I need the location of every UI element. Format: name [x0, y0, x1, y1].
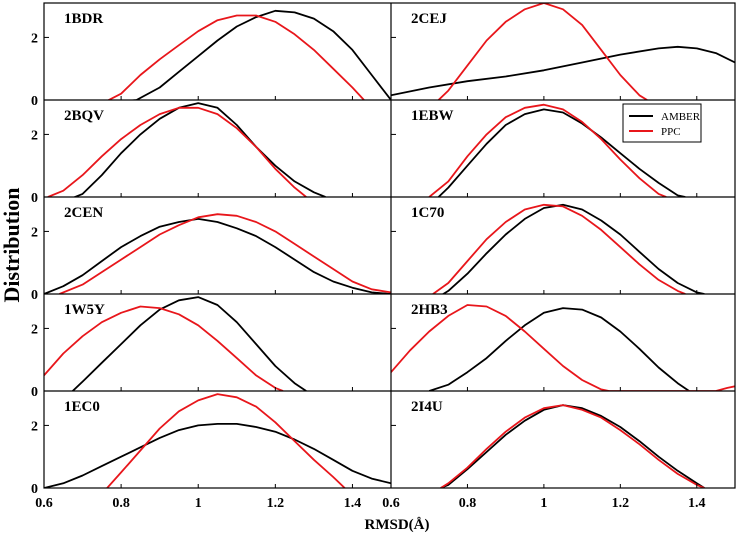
series-line-ppc-2bqv [47, 106, 307, 197]
series-line-amber-2cej [391, 45, 735, 97]
series-line-amber-2cen [44, 218, 391, 294]
x-tick-label: 1.2 [267, 496, 285, 511]
panel-2hb3: 2HB3 [390, 302, 735, 392]
y-tick-label: 0 [31, 288, 38, 303]
y-tick-label: 2 [31, 225, 38, 240]
series-line-ppc-1w5y [44, 305, 284, 391]
panel-label: 2CEN [64, 205, 103, 221]
series-line-amber-1bdr [126, 9, 391, 100]
x-tick-label: 0.6 [35, 496, 53, 511]
plot-frame [43, 2, 736, 489]
y-tick-label: 2 [31, 31, 38, 46]
series-line-ppc-2cen [59, 213, 391, 294]
x-axis-title: RMSD(Å) [365, 517, 430, 533]
series-line-ppc-2cej [437, 3, 648, 100]
x-tick-label: 0.8 [112, 496, 130, 511]
series-line-amber-1c70 [441, 203, 705, 294]
x-tick-label: 1 [195, 496, 202, 511]
axes-layer: 0.6 0.8 1 1.2 1.4 0.6 0.8 1 1.2 1.4 [35, 2, 736, 511]
panel-1ec0: 1EC0 0 2 [31, 393, 391, 497]
panel-label: 2HB3 [411, 302, 448, 318]
y-tick-label: 2 [31, 128, 38, 143]
x-tick-label: 1.4 [344, 496, 362, 511]
panel-2cen: 2CEN 0 2 [31, 205, 391, 303]
series-line-ppc-2hb3 [391, 304, 735, 391]
y-tick-label: 0 [31, 94, 38, 109]
series-line-ppc-1c70 [432, 203, 686, 294]
x-tick-label: 1 [540, 496, 547, 511]
legend: AMBER PPC [622, 103, 702, 143]
panels-layer: 1BDR 0 2 2CEJ 2BQV 0 2 1EBW 2CEN 0 2 1C70 1W5Y 0 2 2HB3… [31, 3, 735, 497]
y-tick-label: 0 [31, 191, 38, 206]
panel-label: 1BDR [64, 11, 103, 27]
series-line-amber-2bqv [72, 102, 326, 197]
panel-2bqv: 2BQV 0 2 [31, 102, 353, 206]
panel-label: 1W5Y [64, 302, 105, 318]
legend-label-ppc: PPC [661, 126, 681, 138]
panel-label: 1EBW [411, 108, 454, 124]
y-tick-label: 2 [31, 419, 38, 434]
y-axis-title: Distribution [0, 188, 24, 303]
panel-label: 1C70 [411, 205, 444, 221]
legend-box [622, 103, 702, 143]
panel-1c70: 1C70 [390, 203, 705, 295]
series-line-amber-1ebw [437, 108, 686, 197]
panel-label: 1EC0 [64, 399, 100, 415]
panel-label: 2I4U [411, 399, 443, 415]
series-line-ppc-2i4u [440, 404, 705, 488]
panel-label: 2CEJ [411, 11, 447, 27]
y-tick-label: 2 [31, 322, 38, 337]
series-line-amber-1w5y [71, 296, 307, 391]
series-line-amber-1ec0 [44, 423, 391, 488]
x-tick-label: 0.6 [382, 496, 400, 511]
y-tick-label: 0 [31, 385, 38, 400]
legend-label-amber: AMBER [661, 111, 701, 123]
y-tick-label: 0 [31, 482, 38, 497]
x-tick-label: 1.4 [688, 496, 706, 511]
panel-1w5y: 1W5Y 0 2 [31, 296, 353, 400]
panel-2i4u: 2I4U [390, 399, 705, 489]
x-tick-label: 1.2 [612, 496, 630, 511]
panel-2cej: 2CEJ [390, 3, 735, 101]
series-line-amber-2hb3 [428, 307, 690, 391]
x-tick-label: 0.8 [459, 496, 477, 511]
panel-1ebw: 1EBW [390, 103, 698, 198]
panel-1bdr: 1BDR 0 2 [31, 9, 391, 109]
panel-label: 2BQV [64, 108, 104, 124]
series-line-ppc-1bdr [106, 14, 365, 100]
series-line-ppc-1ebw [428, 103, 667, 197]
series-line-ppc-1ec0 [105, 393, 346, 488]
